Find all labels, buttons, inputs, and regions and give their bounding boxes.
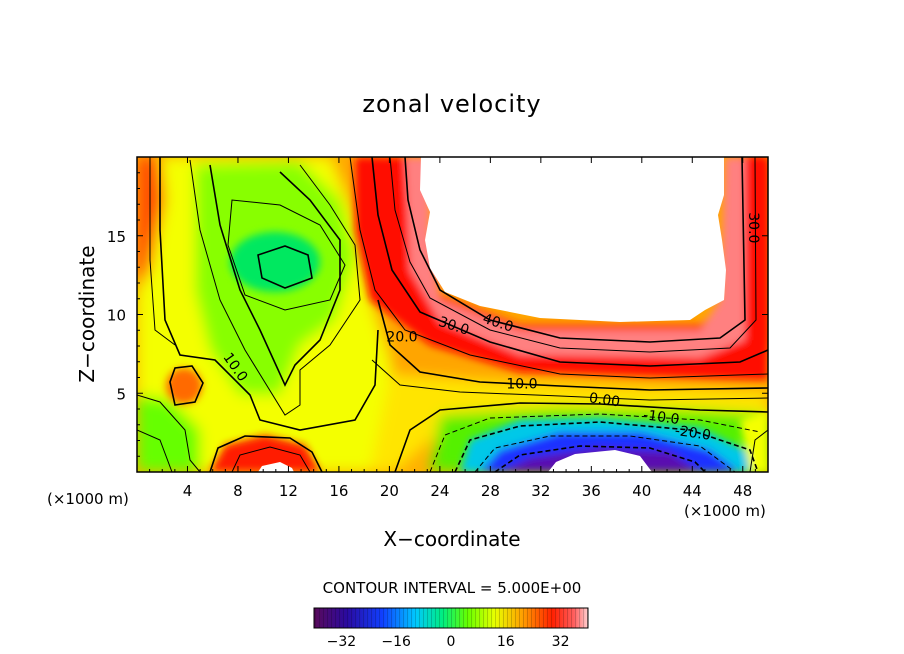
chart-title: zonal velocity — [362, 90, 541, 118]
colorbar-stripes — [314, 608, 588, 628]
x-tick-label: 8 — [233, 482, 243, 500]
colorbar: −32 −16 0 16 32 — [313, 607, 589, 650]
x-tick-label: 12 — [279, 482, 298, 500]
colorbar-tick-label: 32 — [552, 634, 570, 650]
contour-line — [371, 157, 768, 367]
contour-line — [749, 429, 768, 472]
x-tick-label: 44 — [683, 482, 702, 500]
contour-line — [257, 245, 313, 289]
x-tick-label: 36 — [582, 482, 601, 500]
contour-label: 30.0 — [745, 212, 761, 243]
contour-line — [429, 413, 761, 472]
y-axis-title: Z−coordinate — [75, 245, 99, 382]
x-axis-title: X−coordinate — [383, 527, 520, 551]
contour-line — [474, 435, 736, 472]
contour-line — [209, 164, 341, 387]
x-tick-label: 24 — [430, 482, 449, 500]
colorbar-frame — [313, 607, 589, 629]
colorbar-tick-label: −16 — [381, 634, 411, 650]
plot-area: 10.020.0 30.0 40.010.00.00-10.0-20.030.0 — [137, 157, 768, 472]
region-green-lower-left — [137, 395, 200, 472]
contour-interval-label: CONTOUR INTERVAL = 5.000E+00 — [323, 579, 582, 597]
contour-line — [169, 365, 204, 406]
region-white-jet-core — [420, 157, 726, 322]
contour-line — [394, 402, 768, 472]
contour-line — [227, 199, 346, 311]
contour-line — [209, 435, 323, 472]
x-axis: 4 8 12 16 20 24 28 32 36 40 44 48 — [149, 157, 756, 500]
x-tick-label: 4 — [183, 482, 193, 500]
y-axis: 5 10 15 — [107, 172, 768, 457]
contour-label: -20.0 — [674, 423, 712, 444]
region-red-left-edge — [137, 157, 165, 290]
x-tick-label: 16 — [329, 482, 348, 500]
x-tick-label: 28 — [481, 482, 500, 500]
region-white-negative-core — [548, 450, 652, 472]
region-white-local-max — [258, 462, 294, 472]
contour-label: 0.00 — [588, 390, 621, 410]
contour-line — [159, 157, 379, 431]
contour-label: 20.0 — [386, 329, 417, 345]
contour-line — [377, 299, 768, 391]
region-yellow-far-right — [740, 410, 768, 472]
x-tick-label: 20 — [380, 482, 399, 500]
contour-line — [404, 157, 746, 343]
contour-label: -10.0 — [642, 407, 680, 428]
z-unit-label: (×1000 m) — [47, 490, 129, 508]
contour-label: 10.0 — [506, 377, 537, 393]
region-orange-blob — [166, 368, 202, 404]
x-tick-label: 40 — [632, 482, 651, 500]
contour-line — [231, 446, 311, 472]
x-tick-label: 48 — [733, 482, 752, 500]
colorbar-tick-label: 16 — [497, 634, 515, 650]
contour-line — [149, 157, 176, 346]
contour-line — [349, 157, 768, 379]
contour-line — [494, 445, 706, 472]
y-tick-label: 5 — [116, 385, 126, 403]
x-unit-label: (×1000 m) — [684, 502, 766, 520]
y-tick-label: 10 — [107, 307, 126, 325]
contour-line — [371, 359, 768, 401]
contour-line — [137, 429, 173, 472]
contour-line — [189, 159, 361, 416]
colorbar-tick-label: −32 — [327, 634, 357, 650]
x-tick-label: 32 — [531, 482, 550, 500]
region-red-local-max — [210, 435, 320, 472]
y-tick-label: 15 — [107, 228, 126, 246]
contour-line — [137, 394, 201, 472]
region-green-core — [230, 232, 320, 292]
colorbar-tick-label: 0 — [447, 634, 456, 650]
contour-line — [454, 421, 759, 472]
contour-line — [389, 157, 757, 353]
